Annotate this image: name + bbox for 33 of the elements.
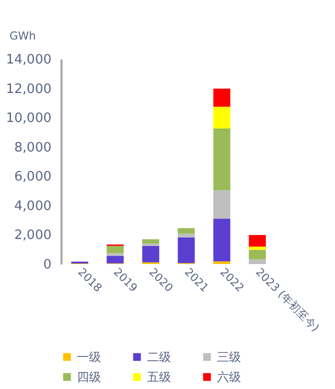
y-tick-label: 12,000 bbox=[6, 82, 52, 97]
bar bbox=[213, 218, 230, 262]
legend-label: 四级 bbox=[77, 370, 101, 384]
y-tick-label: 6,000 bbox=[14, 170, 52, 185]
bar bbox=[248, 235, 266, 247]
y-tick-label: 14,000 bbox=[6, 52, 52, 68]
bar bbox=[142, 246, 160, 262]
y-tick-label: 4,000 bbox=[14, 198, 52, 214]
y-tick-label: 2,000 bbox=[14, 228, 52, 244]
y-tick-label: 10,000 bbox=[6, 111, 52, 126]
bar bbox=[213, 128, 230, 190]
bar bbox=[106, 256, 124, 264]
bar bbox=[178, 237, 195, 264]
legend-label: 六级 bbox=[217, 370, 241, 384]
legend-label: 二级 bbox=[147, 350, 171, 364]
legend-label: 三级 bbox=[217, 350, 241, 364]
bar bbox=[106, 253, 124, 256]
bar bbox=[213, 88, 230, 107]
y-tick-label: 8,000 bbox=[14, 140, 52, 156]
bar bbox=[142, 239, 160, 244]
legend-label: 一级 bbox=[77, 350, 101, 364]
bar bbox=[248, 246, 266, 250]
y-axis-title: GWh bbox=[10, 30, 36, 42]
bar bbox=[178, 228, 195, 234]
bar bbox=[248, 250, 266, 260]
bar bbox=[213, 261, 230, 264]
bar bbox=[213, 190, 230, 219]
bar bbox=[248, 259, 266, 264]
legend-label: 五级 bbox=[147, 370, 171, 384]
bar bbox=[106, 246, 124, 254]
bar bbox=[213, 106, 230, 129]
y-tick-label: 0 bbox=[43, 258, 52, 272]
bar bbox=[178, 234, 195, 238]
